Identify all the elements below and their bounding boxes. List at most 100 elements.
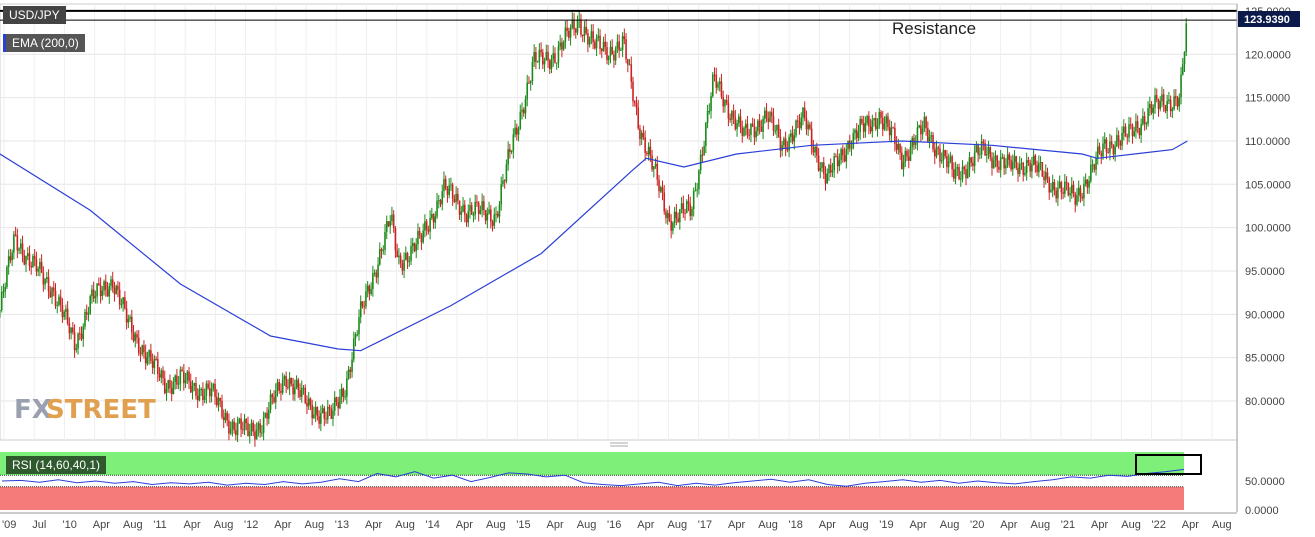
candle-body [1121, 132, 1123, 146]
candle-body [928, 137, 931, 142]
candle-body [987, 147, 990, 155]
candle-body [677, 218, 679, 223]
candle-body [644, 137, 646, 153]
candle-body [63, 311, 65, 318]
candle-body [647, 146, 650, 155]
candle-body [684, 213, 686, 215]
candle-body [1149, 104, 1151, 109]
candle-body [342, 388, 345, 397]
candle-body [781, 145, 783, 151]
candle-body [382, 249, 385, 251]
candle-body [505, 164, 508, 181]
candle-body [901, 152, 903, 170]
candle-body [373, 272, 376, 274]
candle-body [902, 162, 905, 170]
candle-body [188, 371, 190, 382]
candle-body [333, 397, 336, 411]
candle-body [401, 263, 404, 271]
candle-body [245, 419, 248, 424]
x-tick-label: Aug [758, 519, 778, 531]
candle-body [87, 313, 90, 315]
candle-body [609, 46, 612, 57]
candle-body [959, 178, 962, 180]
x-tick-label: '15 [516, 519, 530, 531]
candle-body [758, 120, 761, 127]
ema-label: EMA (200,0) [3, 34, 85, 52]
candle-body [992, 160, 995, 168]
candle-body [717, 83, 719, 88]
candle-body [441, 191, 444, 205]
candle-body [848, 140, 851, 149]
candle-body [770, 112, 773, 116]
candle-body [651, 155, 653, 170]
candle-body [460, 211, 463, 215]
candle-body [1077, 187, 1080, 196]
candle-body [923, 117, 926, 129]
candle-body [918, 125, 920, 128]
candle-body [28, 253, 31, 266]
last-price-badge: 123.9390 [1238, 11, 1300, 27]
candle-body [670, 220, 672, 231]
candle-body [866, 116, 868, 123]
candle-body [394, 227, 397, 251]
x-tick-label: Apr [1091, 519, 1108, 531]
candle-body [1166, 100, 1168, 112]
candle-body [757, 120, 759, 132]
candle-body [1001, 157, 1004, 159]
candle-body [82, 326, 85, 340]
candle-body [493, 214, 496, 226]
candle-body [110, 279, 112, 286]
x-tick-label: Apr [1182, 519, 1199, 531]
candle-body [1048, 178, 1051, 193]
candle-body [654, 163, 657, 167]
candle-body [33, 256, 36, 259]
candle-body [431, 214, 433, 218]
x-tick-label: '22 [1152, 519, 1166, 531]
candle-body [320, 413, 322, 424]
candle-body [458, 200, 461, 215]
candle-body [59, 296, 62, 306]
candle-body [1013, 156, 1016, 163]
candle-body [52, 287, 55, 291]
candle-body [328, 406, 331, 409]
candle-body [1053, 182, 1056, 191]
candle-body [840, 149, 842, 161]
candle-body [465, 214, 468, 223]
candle-body [391, 214, 393, 222]
candle-body [573, 19, 575, 30]
candle-body [470, 205, 473, 215]
candle-body [829, 164, 832, 173]
candle-body [627, 59, 629, 65]
candle-body [491, 221, 494, 226]
candle-body [512, 134, 515, 151]
candle-body [859, 119, 861, 133]
candle-body [633, 101, 636, 104]
candle-body [307, 398, 310, 407]
candle-body [1140, 124, 1142, 136]
candle-body [261, 432, 263, 434]
candle-body [1017, 167, 1019, 175]
candle-body [158, 374, 161, 378]
candle-body [979, 154, 981, 156]
candle-body [991, 157, 993, 168]
candle-body [405, 252, 407, 260]
candle-body [54, 290, 57, 306]
candle-body [314, 406, 317, 415]
candle-body [982, 141, 985, 144]
candle-body [351, 359, 353, 372]
x-tick-label: Aug [395, 519, 415, 531]
candle-body [1161, 94, 1163, 102]
y-tick-label: 85.0000 [1245, 353, 1285, 365]
candle-body [193, 382, 196, 386]
candle-body [254, 431, 256, 440]
candle-body [85, 311, 88, 315]
candle-body [796, 120, 799, 122]
candle-body [271, 394, 274, 397]
candle-body [11, 252, 13, 261]
candle-body [682, 203, 685, 214]
candle-body [790, 133, 792, 137]
candle-body [765, 110, 768, 119]
candle-body [23, 255, 26, 265]
candle-body [925, 117, 927, 129]
candle-body [439, 200, 442, 205]
